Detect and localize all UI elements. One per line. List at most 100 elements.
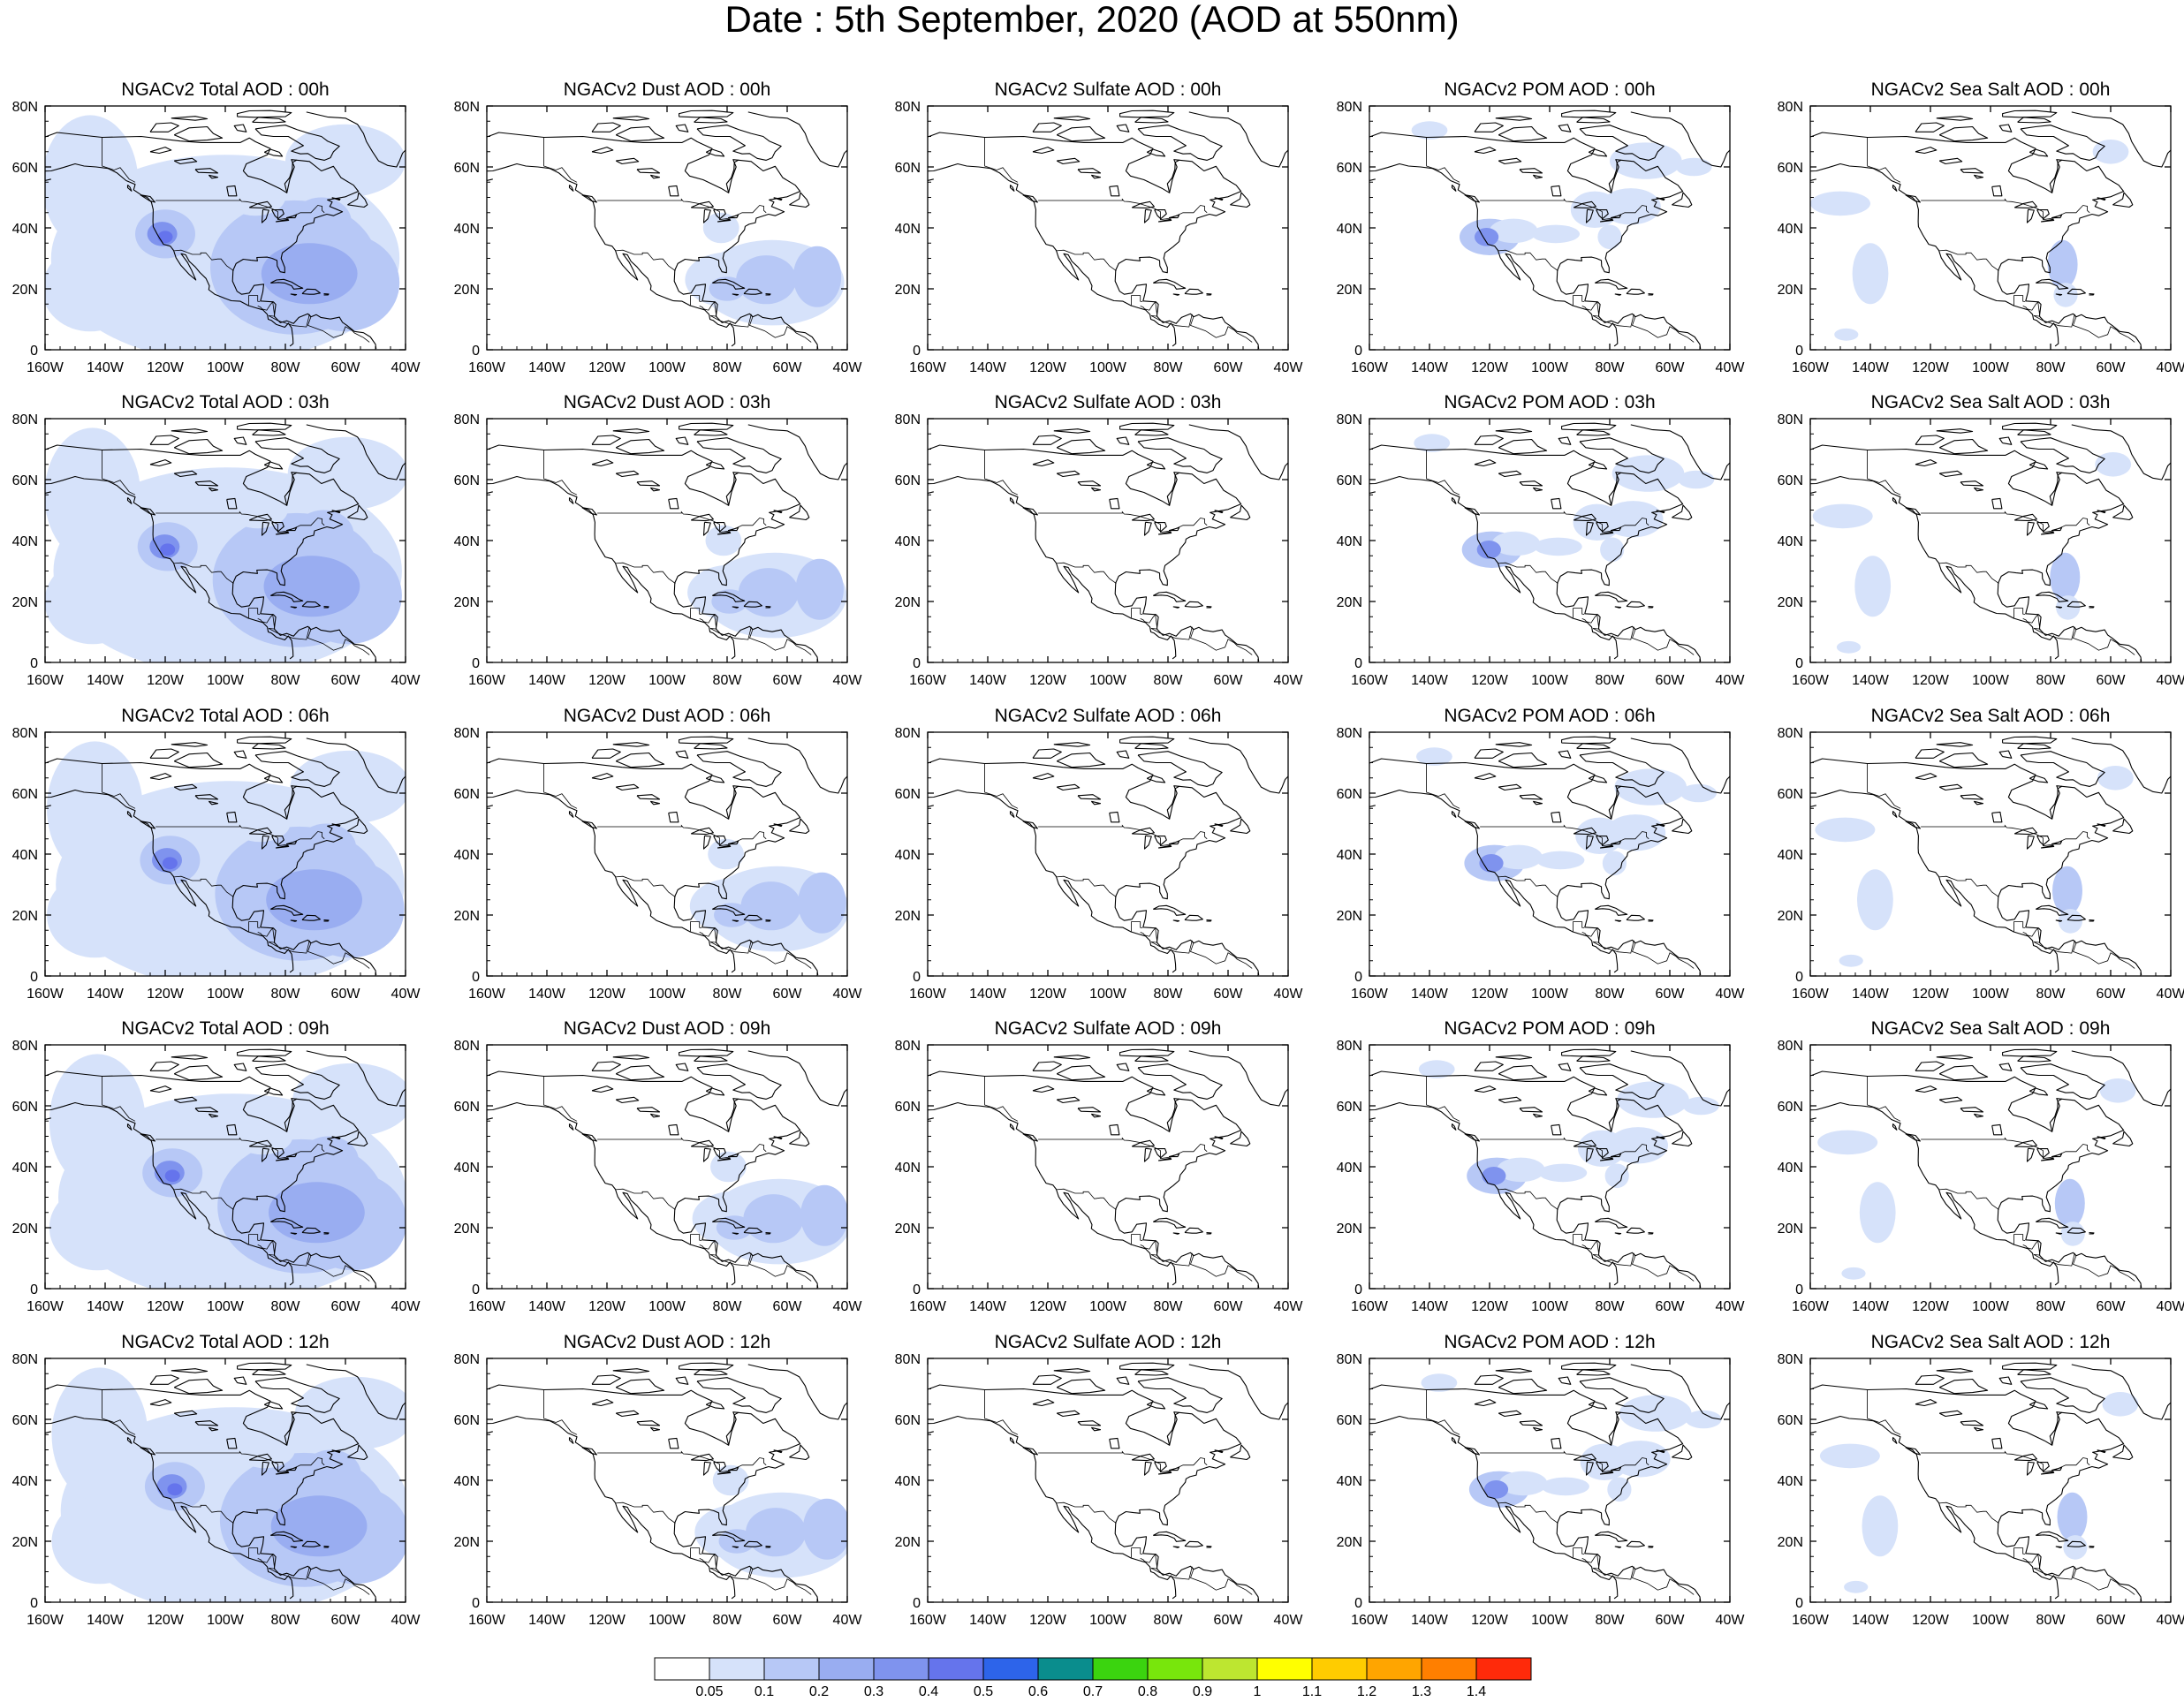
aod-field <box>687 525 847 639</box>
lake-outline <box>615 157 640 165</box>
lake-outline <box>1109 811 1120 823</box>
coastline-jamaica <box>1614 293 1622 296</box>
y-tick-label: 40N <box>454 222 480 237</box>
coastline <box>487 1362 847 1602</box>
coastline-baffin <box>696 125 782 161</box>
coastline-banks <box>1915 122 1945 132</box>
lake-outline <box>2026 208 2035 223</box>
coastline-banks <box>1474 122 1504 132</box>
coastline-ellesmere <box>679 110 734 118</box>
coastline-aleutians <box>1810 1431 1816 1434</box>
map-svg: 160W 140W 120W 100W 80W 60W 40W 0 20N 40N 60N 80N <box>1778 1039 2184 1314</box>
aod-field <box>1418 1060 1719 1194</box>
aod-shading <box>227 491 288 529</box>
aod-shading <box>746 1508 807 1557</box>
map-svg: 160W 140W 120W 100W 80W 60W 40W 0 20N 40N 60N 80N <box>895 412 1304 688</box>
border-usMexico <box>1498 1188 1558 1210</box>
coastline-greenland <box>1630 1364 1730 1420</box>
lake-outline <box>1143 521 1152 536</box>
lake-outline <box>702 1147 711 1162</box>
y-tick-label: 60N <box>1778 1413 1803 1428</box>
coastline-greenland <box>747 111 847 168</box>
coastline-southampton <box>1588 1087 1608 1096</box>
coastline-banks <box>149 748 179 759</box>
map-svg: 160W 140W 120W 100W 80W 60W 40W 0 20N 40N 60N 80N <box>12 1039 421 1314</box>
x-tick-label: 60W <box>773 1299 803 1314</box>
lake-outline <box>636 168 661 174</box>
colorbar-label: 0.9 <box>1193 1684 1212 1698</box>
aod-shading <box>2050 552 2081 601</box>
coastline <box>45 110 406 350</box>
aod-shading <box>1602 851 1627 876</box>
lake-outline <box>1551 497 1562 510</box>
lake-outline <box>2040 1157 2055 1161</box>
map-svg: 160W 140W 120W 100W 80W 60W 40W 0 20N 40N 60N 80N <box>1337 1352 1746 1628</box>
coastline-hudsonE <box>284 159 298 193</box>
border-central <box>1140 1239 1253 1282</box>
coastline-newfoundland <box>347 192 368 208</box>
coastline-aleutians <box>45 491 51 495</box>
coastline-anticosti <box>773 510 783 514</box>
x-tick-label: 40W <box>1716 987 1746 1002</box>
aod-shading <box>2052 866 2082 915</box>
coastline-hispaniola <box>1626 1227 1645 1234</box>
coastline-newfoundland <box>2112 504 2134 521</box>
x-tick-label: 120W <box>1912 1613 1950 1628</box>
coastline-puertorico <box>765 292 771 296</box>
coastline-aleutians <box>1810 178 1816 182</box>
x-tick-label: 160W <box>909 987 947 1002</box>
coastline-cuba <box>712 1217 746 1229</box>
border-mexicoGuate <box>690 1234 702 1244</box>
coastline-banks <box>1474 1374 1504 1385</box>
coastline-hudsonE <box>725 785 739 820</box>
border-alaska <box>102 137 136 183</box>
coastline-cuba <box>270 1531 304 1542</box>
coastline-victoria <box>1498 1064 1548 1081</box>
x-tick-label: 140W <box>87 673 125 688</box>
colorbar-label: 1.3 <box>1412 1684 1431 1698</box>
lake-outline <box>668 185 679 197</box>
x-tick-label: 140W <box>1852 1299 1890 1314</box>
lake-outline <box>1131 1453 1155 1462</box>
lake-outline <box>1585 835 1594 850</box>
y-tick-label: 80N <box>1778 412 1803 427</box>
x-tick-label: 40W <box>391 1613 421 1628</box>
lake-outline <box>2013 1139 2037 1148</box>
lake-outline <box>208 174 219 179</box>
x-tick-label: 60W <box>331 1299 361 1314</box>
lake-outline <box>1596 1148 1609 1159</box>
lake-outline <box>1938 783 1963 791</box>
y-tick-label: 80N <box>454 412 480 427</box>
coastline-pacific <box>928 163 1177 347</box>
coastline <box>487 110 847 350</box>
x-tick-label: 140W <box>1852 673 1890 688</box>
border-usCanada <box>1038 1450 1208 1473</box>
coastline-southampton <box>1588 461 1608 470</box>
coastline-victoria <box>1938 752 1989 768</box>
coastline-puertorico <box>1648 919 1654 922</box>
y-tick-label: 0 <box>913 344 921 359</box>
coastline-melville <box>1936 1055 1974 1060</box>
aod-shading <box>230 805 291 843</box>
y-tick-label: 60N <box>1337 1413 1362 1428</box>
lake-outline <box>1596 209 1609 220</box>
x-tick-label: 120W <box>1912 360 1950 375</box>
coastline-vancouver <box>1905 194 1921 203</box>
coastline-aleutians <box>1369 1431 1376 1434</box>
lake-outline <box>275 844 290 849</box>
coastline-haida <box>568 497 574 504</box>
lake-outline <box>248 827 272 836</box>
coastline-jamaica <box>732 919 739 922</box>
lake-outline <box>1109 497 1120 510</box>
border-usMexico <box>1938 1502 1999 1524</box>
x-tick-label: 80W <box>2036 360 2066 375</box>
y-tick-label: 80N <box>1337 726 1362 741</box>
lake-outline <box>1532 1113 1543 1118</box>
y-tick-label: 0 <box>472 1282 480 1297</box>
y-tick-label: 80N <box>1337 412 1362 427</box>
border-usCanada <box>1480 1137 1649 1160</box>
national-borders <box>543 1076 812 1282</box>
border-usMexico <box>173 249 234 271</box>
lake-outline <box>1915 1399 1938 1407</box>
x-tick-label: 140W <box>969 1613 1007 1628</box>
